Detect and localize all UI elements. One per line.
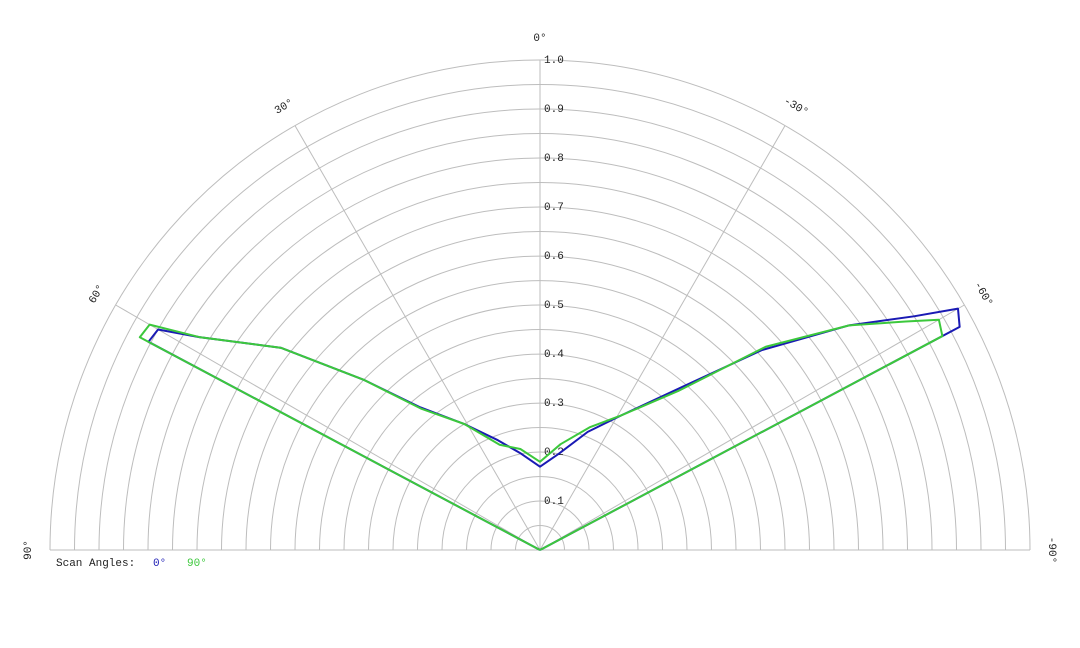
r-tick-label: 0.1 bbox=[544, 496, 564, 508]
r-tick-label: 0.3 bbox=[544, 398, 564, 410]
grid-spoke bbox=[539, 304, 965, 551]
r-tick-label: 0.8 bbox=[544, 153, 564, 165]
theta-tick-label: 60° bbox=[87, 283, 107, 306]
r-tick-label: 0.9 bbox=[544, 104, 564, 116]
series-line bbox=[147, 307, 961, 551]
theta-tick-label: -60° bbox=[971, 280, 995, 309]
legend-title: Scan Angles: bbox=[56, 558, 135, 570]
series-line bbox=[138, 318, 944, 551]
theta-tick-label: -30° bbox=[781, 96, 810, 120]
r-tick-label: 0.5 bbox=[544, 300, 564, 312]
r-tick-label: 0.2 bbox=[544, 447, 564, 459]
r-tick-label: 0.6 bbox=[544, 251, 564, 263]
r-tick-label: 0.7 bbox=[544, 202, 564, 214]
theta-tick-label: 30° bbox=[273, 97, 296, 117]
grid-spoke bbox=[115, 304, 541, 551]
grid-spoke bbox=[294, 125, 541, 551]
r-tick-label: 1.0 bbox=[544, 55, 564, 67]
theta-tick-label: -90° bbox=[1045, 537, 1057, 563]
legend-entry: 0° bbox=[153, 558, 166, 570]
r-tick-label: 0.4 bbox=[544, 349, 564, 361]
grid-spoke bbox=[539, 125, 786, 551]
theta-tick-label: 90° bbox=[23, 540, 35, 560]
theta-tick-label: 0° bbox=[533, 33, 546, 45]
legend-entry: 90° bbox=[187, 558, 207, 570]
